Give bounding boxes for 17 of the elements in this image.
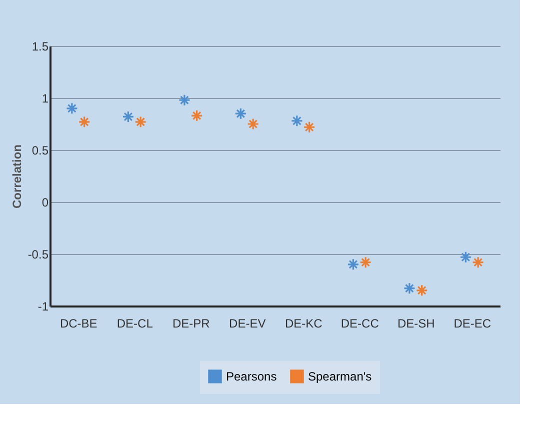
- x-tick-label: DE-EC: [454, 316, 492, 330]
- y-tick-label: 1.5: [32, 40, 49, 54]
- x-tick-label: DE-EV: [229, 316, 266, 330]
- x-tick-label: DE-KC: [284, 316, 323, 330]
- x-tick-label: DE-PR: [172, 316, 210, 330]
- y-tick-label: 1: [42, 92, 49, 106]
- y-axis-title: Correlation: [10, 144, 24, 209]
- x-tick-label: DC-BE: [60, 316, 98, 330]
- x-tick-label: DE-SH: [397, 316, 435, 330]
- y-tick-label: 0: [42, 196, 49, 210]
- x-tick-label: DE-CL: [116, 316, 154, 330]
- y-tick-label: -0.5: [28, 248, 49, 262]
- legend-label: Spearman's: [308, 369, 372, 384]
- legend-label: Pearsons: [226, 369, 277, 384]
- y-tick-label: -1: [38, 300, 49, 314]
- y-tick-label: 0.5: [32, 144, 49, 158]
- x-tick-label: DE-CC: [340, 316, 380, 330]
